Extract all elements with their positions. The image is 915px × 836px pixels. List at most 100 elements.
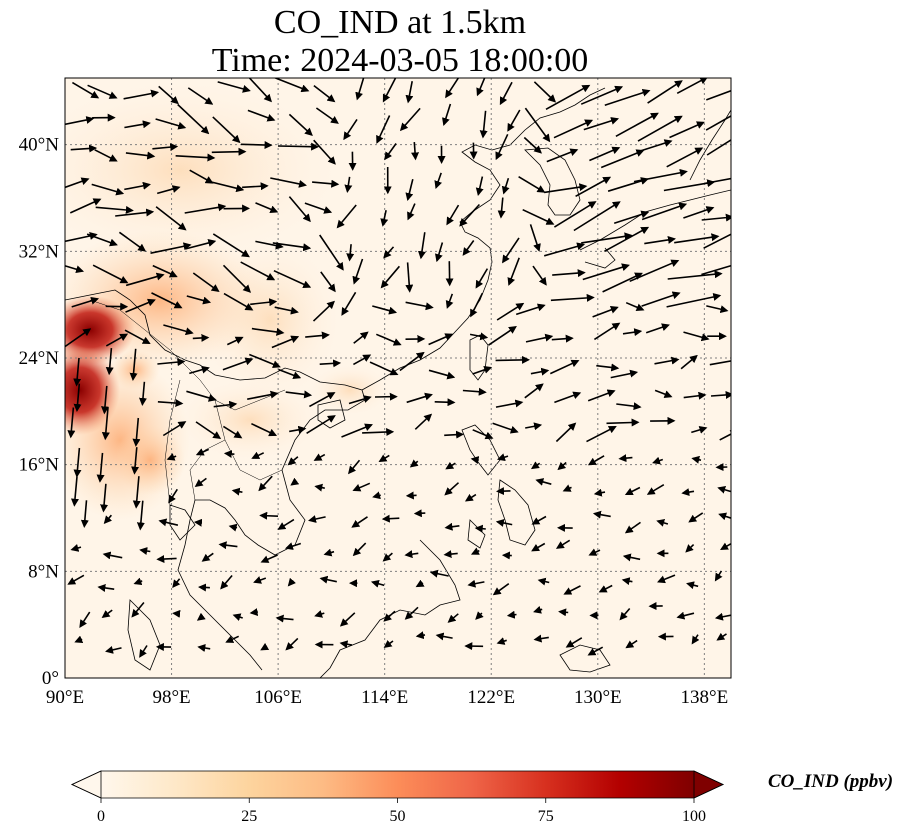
- wind-vector: [554, 391, 582, 404]
- wind-vector: [247, 109, 276, 122]
- wind-vector: [172, 578, 181, 589]
- wind-vector: [475, 176, 484, 197]
- wind-vector: [533, 81, 557, 103]
- wind-vector: [495, 519, 513, 527]
- wind-vector: [686, 581, 699, 590]
- wind-vector: [470, 456, 480, 464]
- wind-vector: [447, 613, 459, 623]
- wind-vector: [382, 78, 397, 103]
- wind-vector: [442, 103, 452, 127]
- wind-vector: [501, 177, 510, 195]
- wind-vector: [583, 117, 620, 131]
- wind-vector: [228, 523, 238, 532]
- wind-vector: [352, 542, 367, 557]
- wind-vector: [629, 259, 680, 283]
- wind-vector: [720, 542, 731, 550]
- wind-vector: [87, 84, 118, 99]
- wind-vector: [157, 399, 184, 408]
- wind-vector: [546, 148, 579, 163]
- wind-vector: [667, 270, 723, 280]
- wind-vector: [73, 383, 82, 412]
- map-frame: [64, 77, 732, 679]
- wind-vector: [313, 139, 336, 165]
- wind-vector: [97, 584, 115, 592]
- wind-vector: [105, 645, 122, 654]
- wind-vector: [105, 333, 129, 347]
- wind-vector: [470, 547, 480, 555]
- wind-vector: [472, 429, 494, 440]
- wind-vector: [575, 176, 612, 198]
- wind-vector: [132, 417, 141, 447]
- wind-vector: [258, 475, 273, 492]
- wind-vector: [192, 272, 220, 293]
- wind-vector: [434, 398, 456, 407]
- wind-vector: [138, 381, 147, 406]
- wind-vector: [705, 115, 731, 131]
- lon-tick-label: 138°E: [681, 687, 729, 708]
- wind-vector: [462, 387, 487, 396]
- wind-vector: [162, 421, 187, 437]
- wind-vector: [95, 205, 134, 214]
- wind-vector: [260, 642, 270, 651]
- colorbar-tick-label: 75: [538, 808, 554, 825]
- wind-vector: [189, 365, 210, 375]
- wind-vector: [718, 512, 731, 521]
- wind-vector: [641, 291, 681, 307]
- wind-vector: [152, 264, 178, 278]
- wind-vector: [319, 575, 337, 584]
- wind-vector: [558, 608, 569, 617]
- wind-vector: [139, 645, 148, 658]
- wind-vector: [618, 454, 633, 463]
- wind-vector: [372, 305, 398, 315]
- wind-vector: [314, 483, 325, 492]
- lat-tick-label: 0°: [42, 668, 59, 689]
- wind-vector: [625, 301, 645, 311]
- wind-vector: [102, 551, 123, 560]
- wind-vector: [706, 305, 729, 314]
- wind-vector: [641, 202, 688, 221]
- wind-vector: [593, 488, 606, 497]
- wind-vector: [260, 554, 278, 563]
- lat-tick-label: 16°N: [19, 455, 60, 476]
- wind-vector: [719, 430, 731, 441]
- wind-vector: [355, 78, 365, 101]
- wind-vector: [717, 485, 731, 494]
- wind-vector: [683, 331, 710, 342]
- wind-vector: [186, 390, 217, 402]
- wind-vector: [435, 632, 453, 641]
- wind-vector: [644, 235, 676, 245]
- wind-vector: [101, 407, 110, 441]
- wind-vector: [133, 577, 143, 586]
- wind-vector: [163, 324, 194, 336]
- wind-vector: [287, 456, 299, 466]
- wind-vector: [533, 605, 543, 614]
- lon-tick-label: 98°E: [152, 687, 190, 708]
- wind-vector: [488, 326, 517, 346]
- wind-vector: [271, 335, 300, 349]
- wind-vector: [666, 147, 704, 168]
- wind-vector: [222, 357, 254, 371]
- wind-vector: [633, 168, 688, 183]
- wind-vector: [676, 611, 695, 620]
- wind-vector: [124, 120, 151, 129]
- wind-vector: [125, 298, 156, 313]
- wind-vector: [288, 113, 313, 136]
- wind-vector: [706, 89, 731, 101]
- wind-vector: [407, 203, 416, 221]
- wind-vector: [666, 293, 722, 308]
- wind-vector: [495, 133, 509, 161]
- wind-vector: [378, 454, 390, 463]
- wind-vector: [405, 301, 434, 311]
- wind-vector: [217, 81, 251, 93]
- wind-vector: [290, 477, 300, 486]
- wind-vector: [656, 519, 669, 527]
- wind-vector: [189, 169, 214, 184]
- wind-vector: [492, 422, 519, 434]
- wind-vector: [405, 491, 417, 500]
- wind-vector: [67, 574, 85, 585]
- wind-vector: [381, 514, 400, 523]
- wind-vector: [405, 262, 414, 293]
- wind-vector: [222, 425, 243, 439]
- wind-vector: [314, 610, 325, 618]
- wind-vector: [118, 231, 147, 252]
